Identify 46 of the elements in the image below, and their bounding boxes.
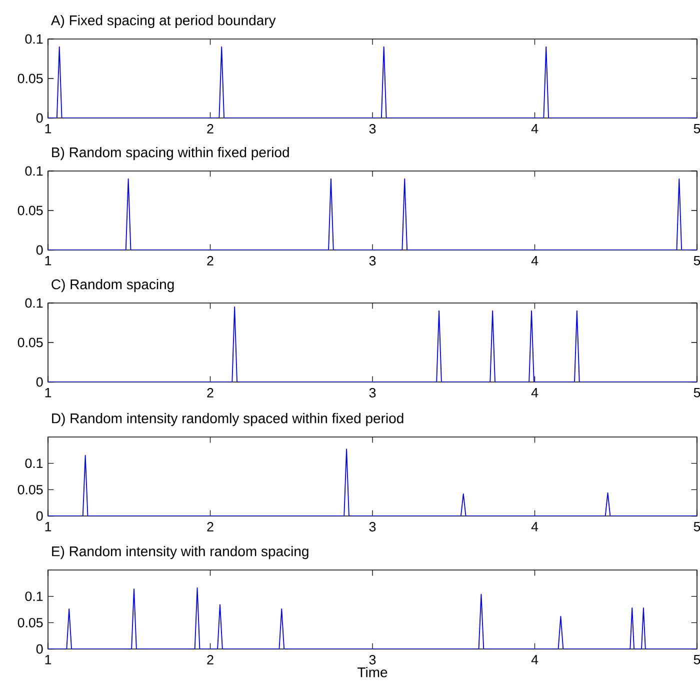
x-tick-label: 5 [694, 124, 700, 134]
chart-title: E) Random intensity with random spacing [52, 546, 308, 560]
y-tick-label: 0.1 [25, 458, 43, 468]
x-axis-title: Time [358, 666, 388, 678]
x-tick-label: 2 [207, 124, 214, 134]
x-tick-label: 4 [531, 124, 538, 134]
x-tick-label: 2 [207, 522, 214, 532]
y-tick-label: 0 [36, 245, 43, 255]
y-tick-label: 0 [36, 644, 43, 654]
x-tick-label: 1 [45, 256, 52, 266]
chart-title: B) Random spacing within fixed period [52, 147, 289, 160]
y-tick-label: 0.1 [25, 34, 43, 44]
x-tick-label: 3 [369, 124, 376, 134]
x-tick-label: 3 [369, 655, 376, 664]
y-tick-label: 0 [36, 377, 43, 387]
y-tick-label: 0.05 [18, 74, 43, 84]
y-tick-label: 0.1 [25, 166, 43, 176]
y-tick-label: 0 [36, 511, 43, 521]
y-tick-label: 0.05 [18, 618, 43, 628]
x-tick-label: 1 [45, 388, 52, 398]
x-tick-label: 5 [694, 655, 700, 664]
y-tick-label: 0.05 [18, 338, 43, 348]
x-tick-label: 3 [369, 522, 376, 532]
x-tick-label: 1 [45, 522, 52, 532]
x-tick-label: 5 [694, 388, 700, 398]
x-tick-label: 4 [531, 522, 538, 532]
x-tick-label: 4 [531, 388, 538, 398]
x-tick-label: 5 [694, 256, 700, 266]
x-tick-label: 4 [531, 655, 538, 664]
x-tick-label: 4 [531, 256, 538, 266]
y-tick-label: 0 [36, 113, 43, 123]
chart-title: C) Random spacing [52, 279, 174, 292]
y-tick-label: 0.05 [18, 484, 43, 494]
y-tick-label: 0.1 [25, 298, 43, 308]
x-tick-label: 1 [45, 124, 52, 134]
x-tick-label: 2 [207, 256, 214, 266]
x-tick-label: 3 [369, 388, 376, 398]
chart-title: A) Fixed spacing at period boundary [50, 15, 276, 28]
y-tick-label: 0.1 [25, 592, 43, 602]
x-tick-label: 2 [207, 388, 214, 398]
y-tick-label: 0.05 [18, 206, 43, 216]
x-tick-label: 5 [694, 522, 700, 532]
x-tick-label: 2 [207, 655, 214, 664]
chart-title: D) Random intensity randomly spaced within fixed period [52, 413, 404, 426]
x-tick-label: 3 [369, 256, 376, 266]
x-tick-label: 1 [45, 655, 52, 664]
